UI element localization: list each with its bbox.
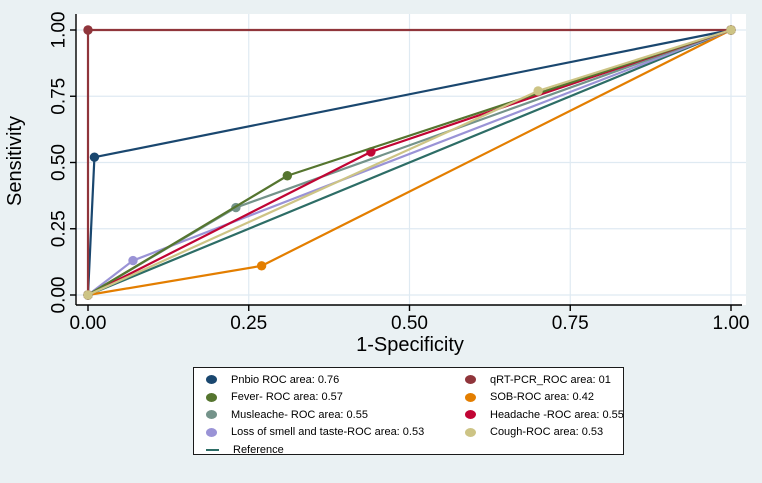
legend-label-sob: SOB-ROC area: 0.42 [490, 391, 594, 404]
sob-marker-icon [465, 392, 476, 402]
legend-column-left: Pnbio ROC area: 0.76 Fever- ROC area: 0.… [206, 371, 424, 459]
y-tick-label: 0.50 [49, 144, 70, 181]
x-tick-label: 0.75 [552, 313, 589, 334]
legend-label-cough: Cough-ROC area: 0.53 [490, 426, 604, 439]
y-tick-label: 0.25 [49, 210, 70, 247]
cough-marker [726, 25, 736, 35]
x-tick-label: 0.50 [391, 313, 428, 334]
legend-item-loss-smell-taste: Loss of smell and taste-ROC area: 0.53 [206, 424, 424, 442]
pnbio-marker-icon [206, 375, 217, 385]
legend-label-fever: Fever- ROC area: 0.57 [231, 391, 343, 404]
cough-marker [83, 290, 93, 300]
x-tick-label: 0.25 [230, 313, 267, 334]
y-tick-label: 1.00 [49, 12, 70, 49]
y-tick-label: 0.75 [49, 78, 70, 115]
legend-label-headache: Headache -ROC area: 0.55 [490, 408, 624, 421]
legend-box: Pnbio ROC area: 0.76 Fever- ROC area: 0.… [193, 367, 624, 456]
musleache-marker-icon [206, 410, 217, 420]
reference-line-icon [206, 448, 219, 451]
legend-label-loss-smell-taste: Loss of smell and taste-ROC area: 0.53 [231, 426, 425, 439]
legend-column-right: qRT-PCR_ROC area: 01 SOB-ROC area: 0.42 … [465, 371, 624, 441]
loss_smell_taste-marker [128, 255, 138, 266]
fever-marker [282, 171, 293, 181]
y-tick-label: 0.00 [49, 277, 70, 314]
legend-item-reference: Reference [206, 441, 424, 459]
legend-label-reference: Reference [233, 443, 284, 456]
x-tick-label: 0.00 [70, 313, 107, 334]
x-axis-title: 1-Specificity [356, 334, 464, 356]
cough-marker-icon [465, 427, 476, 437]
legend-label-qrt-pcr: qRT-PCR_ROC area: 01 [490, 373, 611, 386]
headache-marker-icon [465, 410, 476, 420]
loss-smell-taste-marker-icon [206, 427, 217, 437]
cough-marker [533, 86, 543, 96]
legend-item-pnbio: Pnbio ROC area: 0.76 [206, 371, 424, 389]
qrt_pcr-marker [83, 25, 93, 35]
legend-label-musleache: Musleache- ROC area: 0.55 [231, 408, 368, 421]
qrt-pcr-marker-icon [465, 375, 476, 385]
pnbio-marker [89, 152, 100, 162]
fever-marker-icon [206, 392, 217, 402]
legend-label-pnbio: Pnbio ROC area: 0.76 [231, 373, 340, 386]
y-axis-title: Sensitivity [4, 115, 26, 207]
legend-item-headache: Headache -ROC area: 0.55 [465, 406, 624, 424]
legend-item-sob: SOB-ROC area: 0.42 [465, 389, 624, 407]
sob-marker [256, 261, 267, 271]
reference-line [86, 28, 733, 297]
legend-item-fever: Fever- ROC area: 0.57 [206, 389, 424, 407]
legend-item-qrt-pcr: qRT-PCR_ROC area: 01 [465, 371, 624, 389]
legend-item-cough: Cough-ROC area: 0.53 [465, 424, 624, 442]
legend-item-musleache: Musleache- ROC area: 0.55 [206, 406, 424, 424]
x-tick-label: 1.00 [713, 313, 750, 334]
